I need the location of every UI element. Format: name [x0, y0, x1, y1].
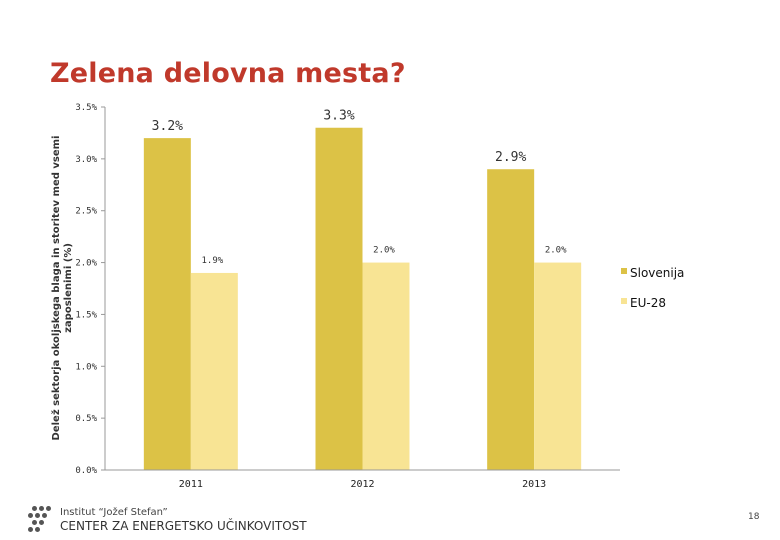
data-label: 2.9% — [495, 150, 526, 165]
y-tick-label: 3.0% — [75, 155, 97, 165]
bar-eu-28 — [534, 262, 582, 470]
y-axis: 0.0% 0.5% 1.0% 1.5% 2.0% 2.5% 3.0% 3.5% — [75, 103, 106, 476]
page-number: 18 — [748, 512, 760, 522]
legend: Slovenija EU-28 — [621, 266, 684, 310]
data-label: 2.0% — [373, 246, 395, 256]
page-title: Zelena delovna mesta? — [50, 58, 406, 89]
legend-swatch — [621, 298, 627, 304]
x-tick-label: 2012 — [350, 479, 374, 490]
center-name: CENTER ZA ENERGETSKO UČINKOVITOST — [60, 519, 307, 533]
bar-slovenija — [487, 169, 535, 470]
legend-swatch — [621, 268, 627, 274]
y-axis-title: Delež sektorja okoljskega blaga in stori… — [50, 136, 74, 441]
legend-label: EU-28 — [630, 296, 666, 310]
y-tick-label: 0.5% — [75, 414, 97, 424]
data-label: 1.9% — [201, 256, 223, 266]
ijs-logo-icon — [28, 505, 54, 535]
bar-slovenija — [143, 138, 191, 470]
bars: 3.2% 1.9% 3.3% 2.0% 2.9% 2.0% — [143, 109, 582, 470]
y-axis-title-line-2: zaposlenimi (%) — [63, 243, 74, 333]
y-tick-label: 1.0% — [75, 362, 97, 372]
bar-slovenija — [315, 127, 363, 470]
bar-chart: 0.0% 0.5% 1.0% 1.5% 2.0% 2.5% 3.0% 3.5% 3.2% 1.9… — [50, 103, 684, 490]
footer: Institut “Jožef Stefan” CENTER ZA ENERGE… — [28, 505, 307, 535]
bar-eu-28 — [362, 262, 410, 470]
y-tick-label: 2.0% — [75, 259, 97, 269]
data-label: 2.0% — [545, 246, 567, 256]
y-tick-label: 2.5% — [75, 207, 97, 217]
x-tick-label: 2011 — [179, 479, 203, 490]
data-label: 3.3% — [323, 109, 354, 124]
x-axis: 2011 2012 2013 — [105, 469, 620, 490]
institute-name: Institut “Jožef Stefan” — [60, 507, 168, 518]
y-tick-label: 3.5% — [75, 103, 97, 113]
y-axis-title-line-1: Delež sektorja okoljskega blaga in stori… — [50, 136, 62, 441]
y-tick-label: 0.0% — [75, 466, 97, 476]
legend-label: Slovenija — [630, 266, 684, 280]
y-tick-label: 1.5% — [75, 310, 97, 320]
data-label: 3.2% — [152, 119, 183, 134]
bar-eu-28 — [190, 272, 238, 470]
x-tick-label: 2013 — [522, 479, 546, 490]
